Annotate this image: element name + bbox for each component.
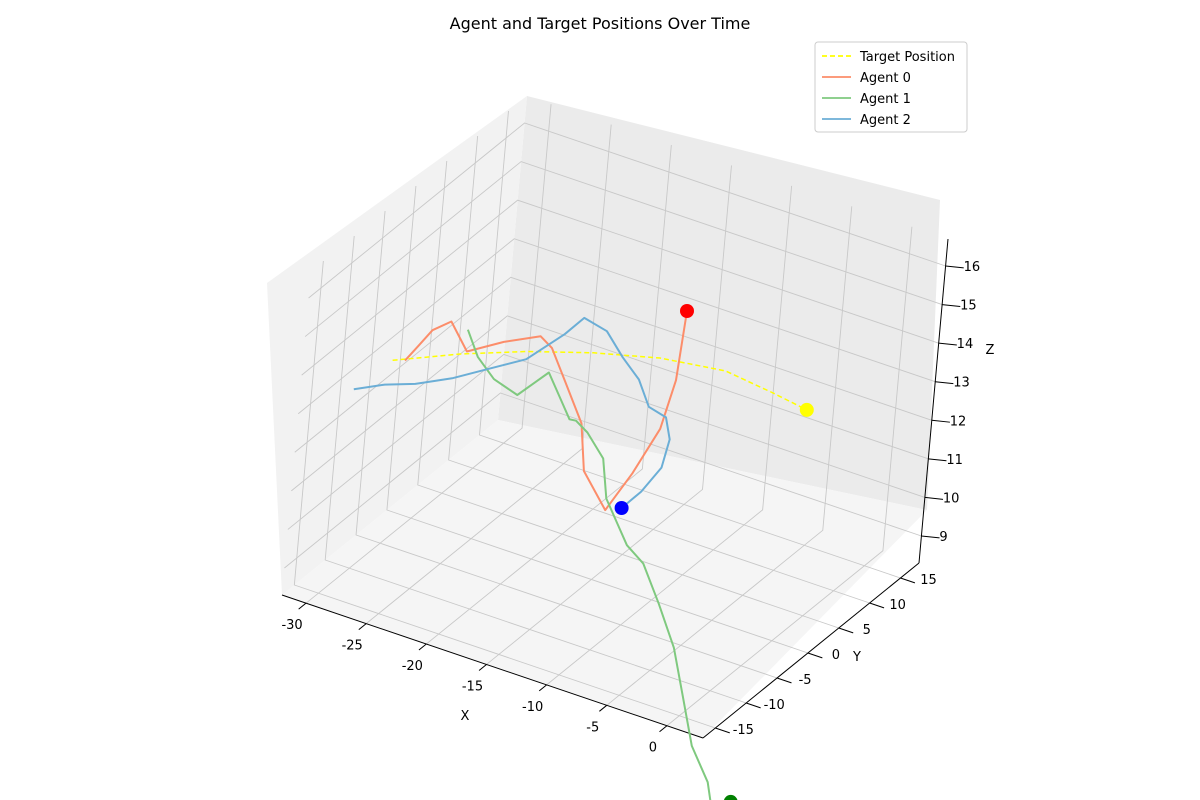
series-layer [353,310,808,800]
marker-layer [614,304,814,800]
x-gridline [305,104,552,604]
y-tick-mark [746,702,761,709]
y-tick-label: -5 [799,673,812,688]
y-axis-line [702,562,920,739]
x-axis-line [281,594,704,739]
end-marker-target-position [799,402,814,417]
z-tick-mark [928,458,947,462]
x-tick-label: -30 [281,618,302,633]
end-marker-agent-1 [723,794,738,800]
z-tick-label: 16 [964,260,981,275]
z-gridline [294,276,932,453]
y-tick-mark [715,727,730,734]
x-tick-label: -15 [462,679,483,694]
legend-label-agent-2: Agent 2 [860,113,911,128]
end-marker-agent-0 [680,304,694,318]
x-tick-mark [418,643,427,651]
y-gridline [448,135,870,604]
z-gridline [297,238,936,415]
legend-label-agent-0: Agent 0 [860,71,911,86]
x-tick-label: -10 [522,700,543,715]
x-tick-mark [358,623,367,630]
z-tick-mark [945,265,964,269]
z-axis-label: Z [986,343,995,358]
pane-left-wall [267,96,527,595]
chart-title: Agent and Target Positions Over Time [450,14,751,33]
y-gridline [355,210,778,679]
x-axis-label: X [461,709,470,724]
y-tick-mark [807,652,823,659]
x-tick-mark [659,725,668,733]
x-tick-mark [538,684,547,692]
y-tick-label: 0 [832,648,840,663]
series-line-agent-0 [404,310,688,512]
y-axis-label: Y [852,650,861,665]
x-tick-mark [478,664,487,671]
x-gridline [546,185,793,686]
y-tick-mark [776,677,792,684]
legend: Target Position Agent 0 Agent 1 Agent 2 [814,41,968,133]
y-tick-label: -15 [733,723,754,738]
z-tick-label: 10 [943,491,960,506]
legend-box [814,41,968,133]
x-gridline [606,206,853,706]
x-gridline [486,165,732,665]
z-tick-mark [931,419,950,423]
z-tick-label: 13 [953,376,970,391]
x-tick-label: -20 [402,659,423,674]
z-tick-mark [921,535,940,539]
y-gridline [479,110,901,579]
z-tick-label: 15 [960,299,977,314]
series-line-agent-2 [353,316,671,509]
series-line-target-position [392,350,808,411]
z-axis-line [918,238,949,564]
z-tick-label: 11 [946,453,963,468]
pane-floor [282,420,927,738]
y-tick-mark [869,602,885,609]
x-tick-label: -5 [586,720,599,735]
grid-lines [284,104,946,729]
series-line-agent-1 [466,329,712,800]
y-tick-label: -10 [764,698,785,713]
z-gridline [308,122,946,299]
axis-ticks: -30 -25 -20 -15 -10 -5 0 -15 -10 -5 0 5 10 15 9 10 11 12 1… [281,238,981,756]
z-gridline [284,392,922,569]
x-tick-label: -25 [342,639,363,654]
y-gridline [293,260,716,729]
y-tick-label: 5 [863,623,871,638]
legend-label-agent-1: Agent 1 [860,92,911,107]
y-tick-mark [838,627,854,634]
y-tick-mark [900,577,916,584]
z-tick-label: 12 [950,414,967,429]
y-gridline [386,185,809,654]
y-tick-label: 15 [920,573,937,588]
legend-label-target: Target Position [859,50,955,65]
z-gridline [287,353,926,530]
y-gridline [417,160,839,629]
z-tick-mark [942,304,961,307]
z-tick-label: 9 [939,530,947,545]
x-gridline [426,144,672,645]
z-gridline [291,315,929,492]
z-tick-label: 14 [957,337,974,352]
z-gridline [304,161,943,337]
y-gridline [324,235,747,704]
z-tick-mark [938,342,957,346]
x-tick-mark [298,602,307,610]
x-tick-mark [599,704,608,712]
y-tick-label: 10 [889,598,906,613]
end-marker-agent-2 [614,501,629,515]
z-tick-mark [935,381,954,385]
x-gridline [666,226,913,727]
x-tick-label: 0 [649,741,657,756]
z-gridline [301,199,939,376]
z-tick-mark [924,496,944,500]
